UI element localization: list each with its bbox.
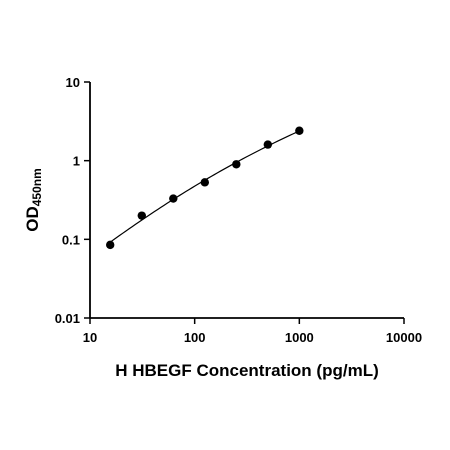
data-point [106,240,115,250]
y-axis-title-main: OD [23,206,42,232]
y-axis-ticks: 10 1 0.1 0.01 [55,75,90,326]
y-tick-label: 0.01 [55,311,80,326]
x-tick-label: 100 [184,330,206,345]
data-point [200,178,210,187]
x-axis-ticks: 10 100 1000 10000 [83,318,422,345]
y-tick-label: 10 [66,75,80,90]
y-tick-label: 1 [73,154,80,169]
svg-text:OD450nm: OD450nm [23,168,44,232]
data-point [232,160,241,169]
data-point [263,140,273,149]
y-tick-label: 0.1 [62,232,80,247]
x-axis-title: H HBEGF Concentration (pg/mL) [115,361,378,380]
fit-curve [109,130,300,243]
x-tick-label: 1000 [285,330,314,345]
y-axis-title: OD450nm [23,168,44,232]
x-tick-label: 10 [83,330,97,345]
data-points [106,126,304,250]
x-tick-label: 10000 [386,330,422,345]
data-point [137,211,146,220]
data-point [169,194,178,203]
data-point [295,126,304,135]
y-axis-title-sub: 450nm [30,168,44,206]
